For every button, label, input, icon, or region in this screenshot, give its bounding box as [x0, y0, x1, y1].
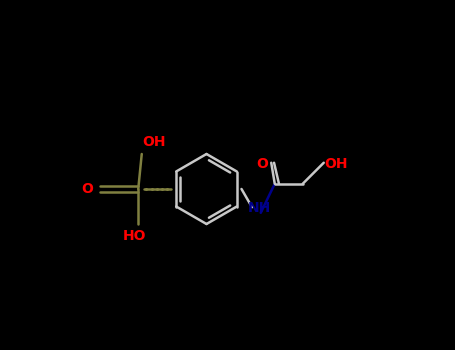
Text: O: O: [257, 158, 268, 172]
Text: NH: NH: [248, 201, 271, 215]
Text: O: O: [81, 182, 93, 196]
Text: HO: HO: [123, 229, 147, 243]
Text: OH: OH: [142, 135, 166, 149]
Text: OH: OH: [324, 158, 348, 172]
